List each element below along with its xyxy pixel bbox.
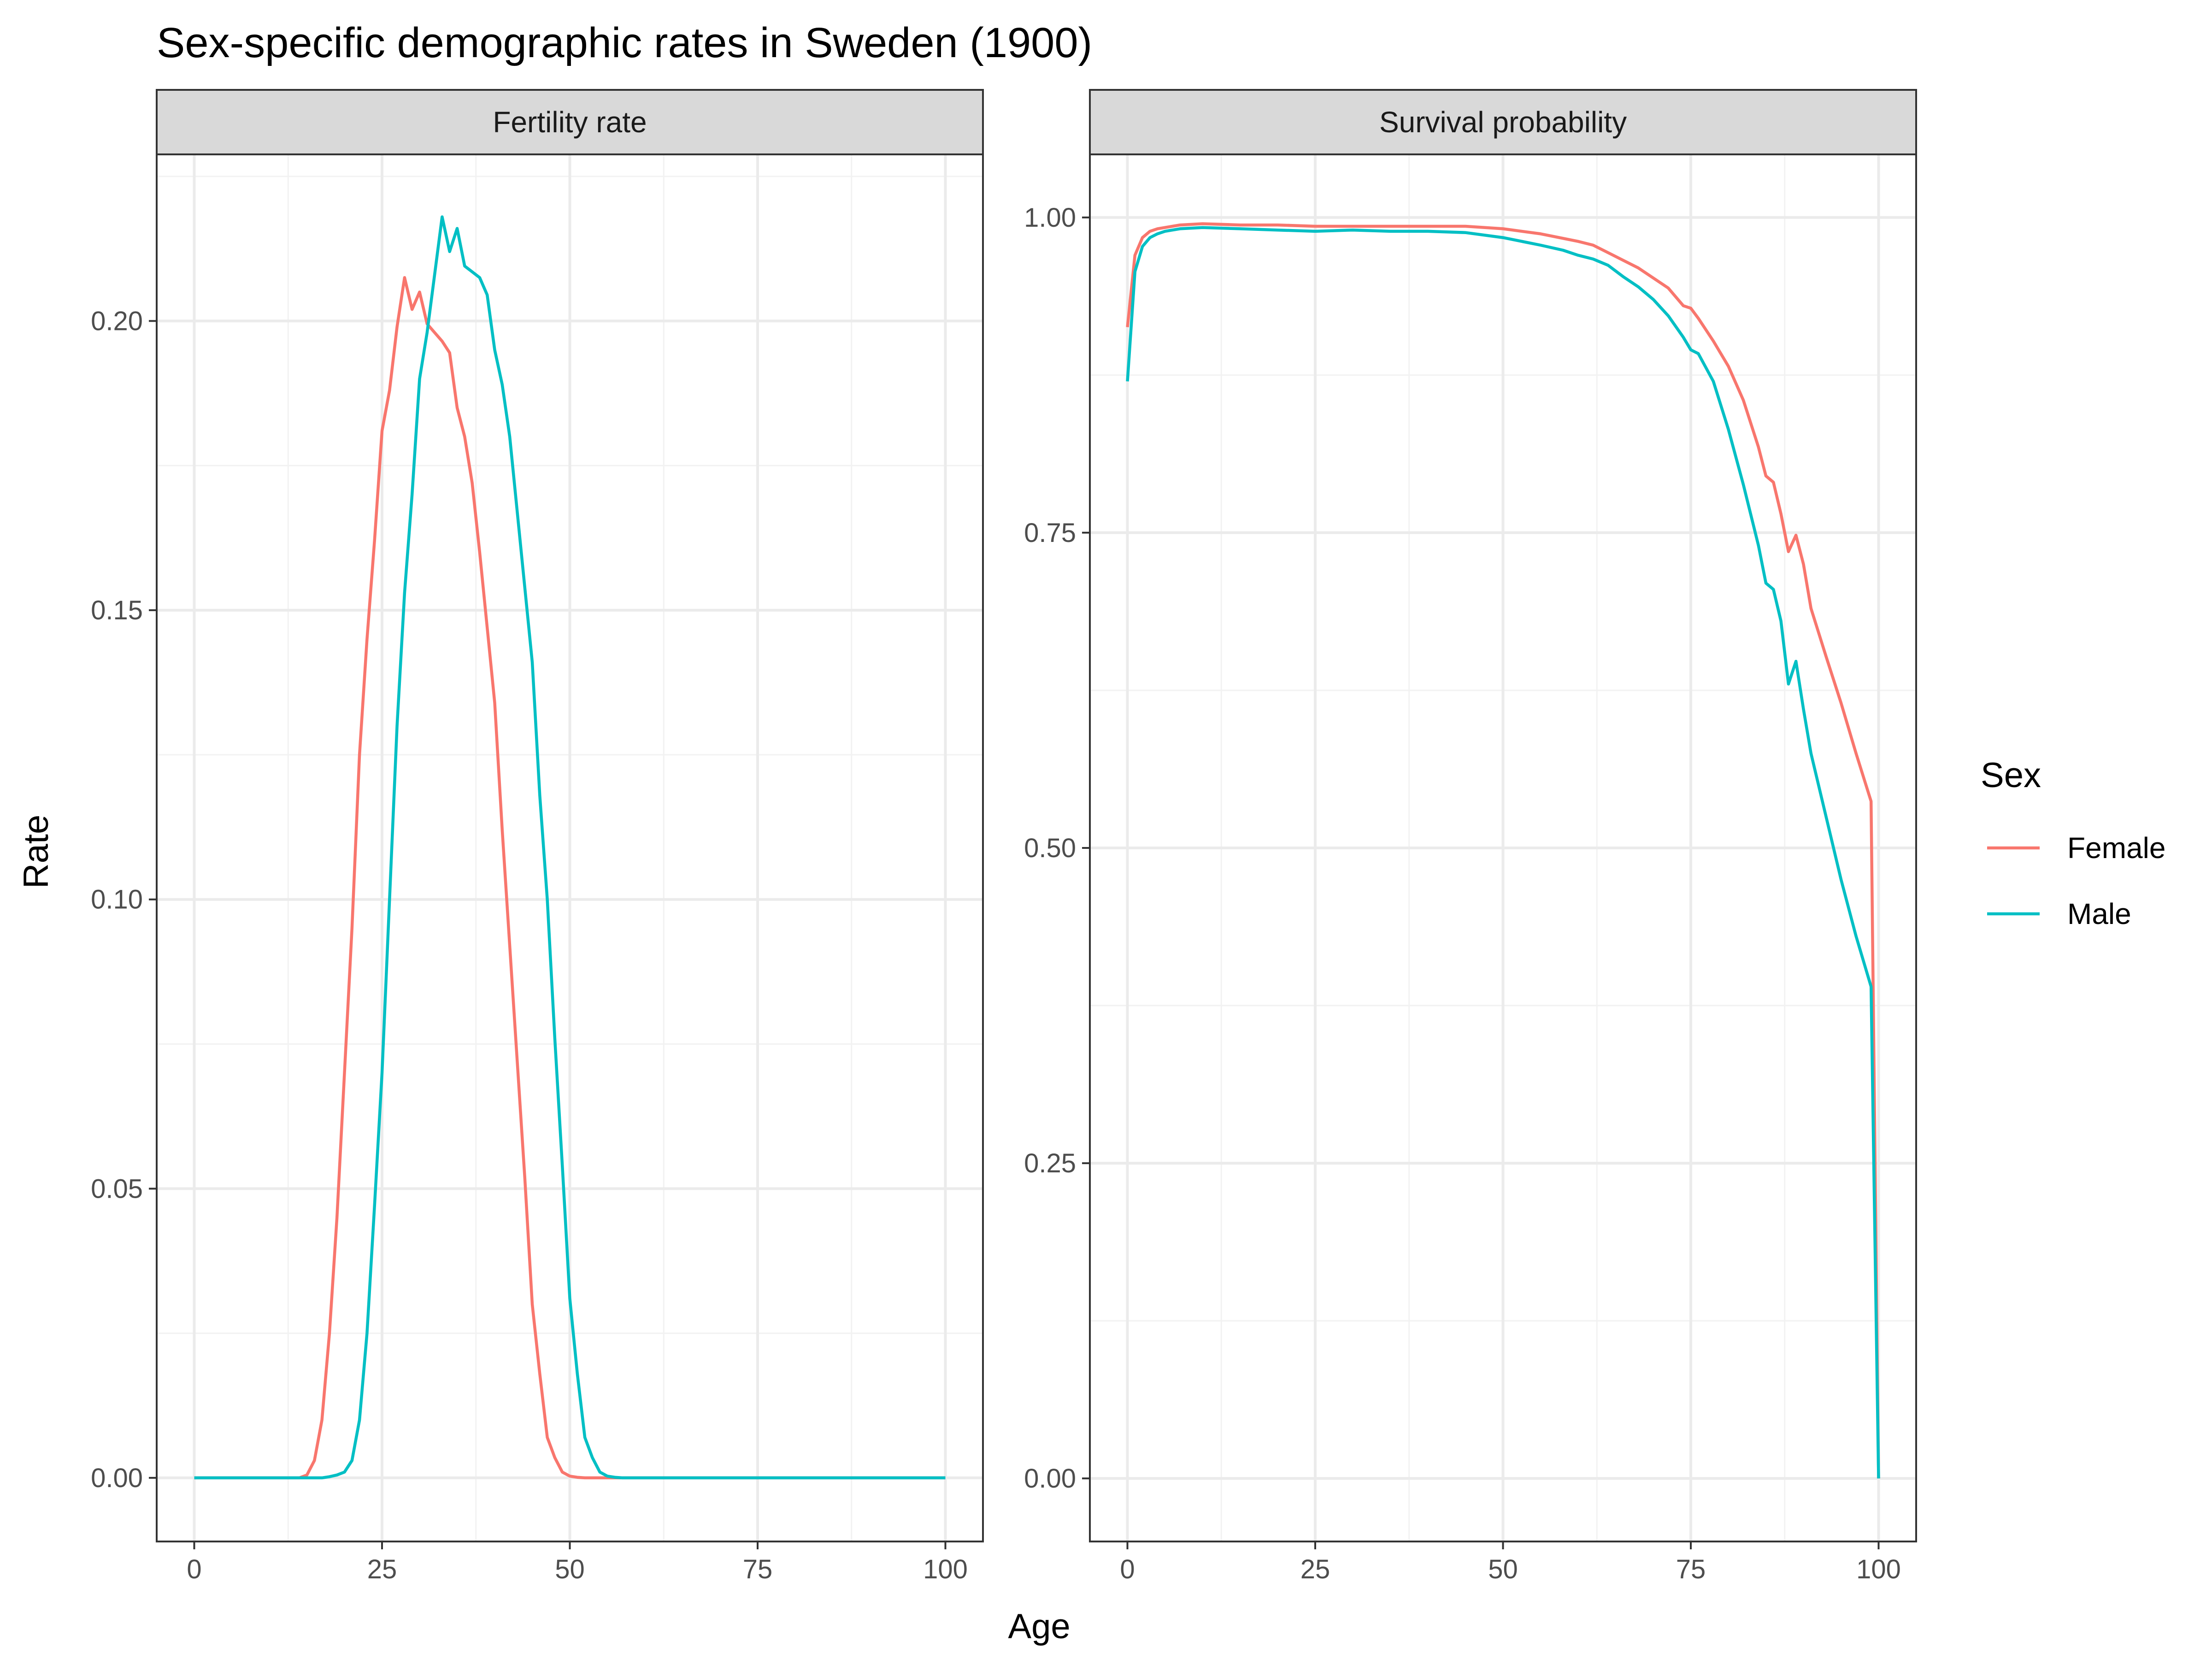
series-line-female — [194, 276, 946, 1480]
legend-title: Sex — [1981, 756, 2041, 795]
panel-0: 0 25 50 75 100 0.00 0.05 0.10 0.15 0.20 Fertility … — [91, 89, 984, 1584]
legend-label-male: Male — [2067, 897, 2131, 930]
y-tick-label: 0.25 — [1024, 1148, 1076, 1178]
facet-strip-label: Survival probability — [1379, 106, 1627, 139]
y-tick-label: 0.75 — [1024, 518, 1076, 548]
x-axis-title: Age — [1008, 1607, 1070, 1646]
y-tick-label: 0.20 — [91, 306, 143, 336]
y-tick-label: 0.05 — [91, 1174, 143, 1204]
legend: Sex Female Male — [1981, 756, 2165, 930]
y-tick-label: 1.00 — [1024, 203, 1076, 233]
x-tick-label: 100 — [1856, 1554, 1901, 1584]
facet-strip-label: Fertility rate — [493, 106, 647, 139]
y-tick-label: 0.15 — [91, 595, 143, 625]
x-tick-label: 50 — [1488, 1554, 1518, 1584]
y-tick-label: 0.00 — [1024, 1464, 1076, 1494]
x-tick-label: 100 — [923, 1554, 968, 1584]
y-axis-title: Rate — [17, 815, 56, 889]
x-tick-label: 0 — [1120, 1554, 1135, 1584]
x-tick-label: 50 — [555, 1554, 585, 1584]
series-line-male — [194, 215, 946, 1480]
y-tick-label: 0.50 — [1024, 833, 1076, 863]
chart-title: Sex-specific demographic rates in Sweden… — [157, 19, 1092, 66]
series-line-female — [1126, 222, 1880, 1479]
y-tick-label: 0.10 — [91, 885, 143, 915]
legend-label-female: Female — [2067, 831, 2165, 865]
x-tick-label: 75 — [1676, 1554, 1706, 1584]
facet-strip — [156, 89, 984, 155]
panels: 0 25 50 75 100 0.00 0.05 0.10 0.15 0.20 Fertility … — [91, 89, 1917, 1584]
y-tick-label: 0.00 — [91, 1463, 143, 1493]
series-line-male — [1126, 226, 1880, 1479]
x-tick-label: 25 — [367, 1554, 397, 1584]
x-tick-label: 75 — [743, 1554, 773, 1584]
panel-1: 0 25 50 75 100 0.00 0.25 0.50 0.75 1.00 Survival p… — [1024, 89, 1917, 1584]
x-tick-label: 25 — [1300, 1554, 1330, 1584]
facet-strip — [1089, 89, 1917, 155]
x-tick-label: 0 — [187, 1554, 201, 1584]
